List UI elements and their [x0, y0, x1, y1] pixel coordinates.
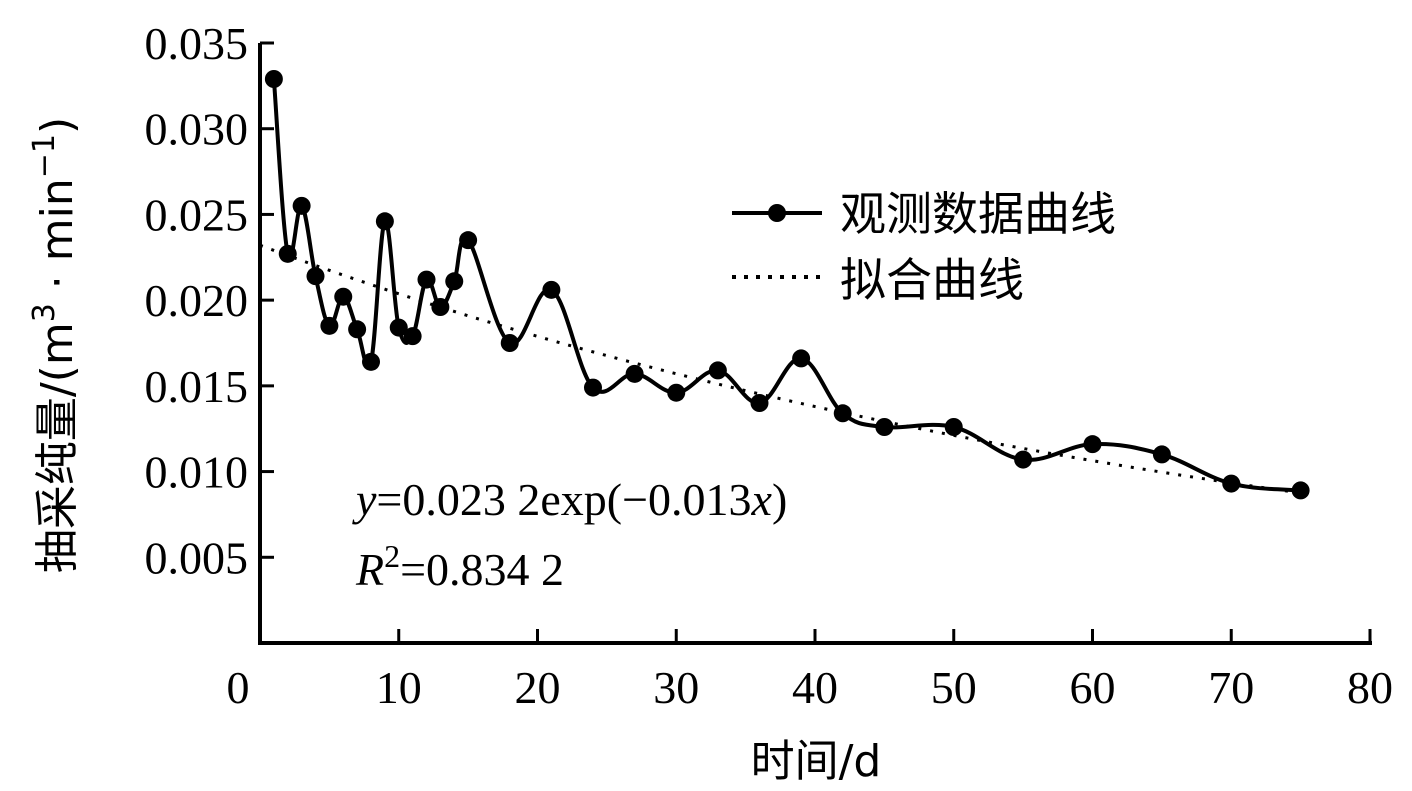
x-axis-ticks: 0 10 20 30 40 50 60 70 80	[227, 629, 1393, 713]
data-point	[375, 212, 394, 231]
legend-label-observed: 观测数据曲线	[840, 187, 1116, 241]
x-tick-label: 0	[227, 662, 250, 713]
x-tick-label: 40	[792, 662, 838, 713]
data-point	[362, 352, 380, 371]
legend-item-fit: 拟合曲线	[732, 253, 1024, 307]
y-tick-label: 0.035	[145, 18, 249, 69]
data-point	[417, 270, 436, 289]
data-point	[1083, 435, 1102, 454]
x-tick-label: 30	[653, 662, 699, 713]
fit-curve	[259, 243, 1301, 495]
data-point	[1222, 474, 1241, 493]
x-tick-label: 50	[931, 662, 977, 713]
legend: 观测数据曲线 拟合曲线	[732, 187, 1116, 307]
data-point	[278, 244, 297, 263]
y-tick-label: 0.010	[145, 447, 249, 498]
data-point	[833, 404, 852, 423]
x-tick-label: 20	[515, 662, 561, 713]
data-point	[584, 378, 602, 397]
x-axis-title: 时间/d	[751, 736, 882, 787]
data-point	[264, 70, 283, 88]
data-point	[403, 327, 422, 346]
observed-data-markers	[264, 70, 1310, 500]
data-point	[431, 298, 450, 316]
y-axis-title: 抽采纯量/(m3 · min−1)	[27, 117, 83, 573]
x-tick-label: 10	[376, 662, 422, 713]
data-point	[292, 196, 311, 215]
data-point	[542, 280, 561, 299]
y-tick-label: 0.025	[145, 189, 249, 240]
data-point	[792, 349, 811, 368]
x-tick-label: 70	[1208, 662, 1254, 713]
fit-equation: y=0.023 2exp(−0.013x)	[352, 474, 787, 525]
data-point	[625, 364, 644, 383]
x-tick-label: 60	[1070, 662, 1116, 713]
data-point	[1014, 450, 1033, 469]
legend-circle-marker-icon	[768, 204, 786, 222]
data-point	[944, 418, 963, 436]
y-tick-label: 0.020	[145, 275, 249, 326]
data-point	[348, 320, 367, 339]
data-point	[667, 383, 686, 402]
data-point	[389, 318, 408, 337]
r-squared: R2=0.834 2	[355, 538, 564, 595]
y-tick-label: 0.015	[145, 361, 249, 412]
legend-item-observed: 观测数据曲线	[732, 187, 1116, 241]
data-point	[708, 361, 727, 380]
data-point	[459, 231, 478, 250]
data-point	[320, 316, 339, 335]
data-point	[306, 267, 325, 286]
data-point	[500, 334, 519, 352]
data-point	[445, 272, 464, 291]
x-tick-label: 80	[1347, 662, 1393, 713]
data-point	[750, 394, 769, 412]
data-point	[1152, 445, 1171, 464]
y-tick-label: 0.030	[145, 104, 249, 155]
y-tick-label: 0.005	[145, 532, 249, 583]
data-point	[875, 418, 894, 436]
y-axis-ticks: 0.005 0.010 0.015 0.020 0.025 0.030 0.035	[145, 18, 274, 583]
data-point	[334, 287, 353, 306]
data-point	[1291, 481, 1310, 500]
legend-label-fit: 拟合曲线	[840, 253, 1024, 307]
